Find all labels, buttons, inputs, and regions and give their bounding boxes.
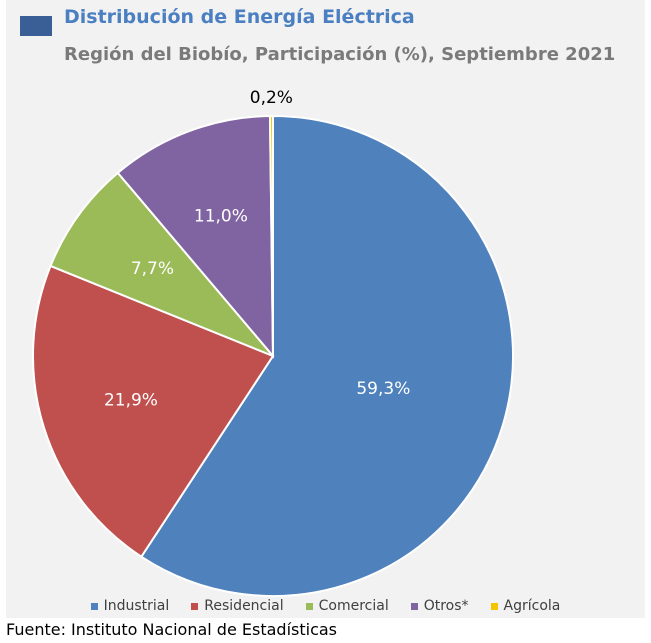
legend-item-industrial: Industrial xyxy=(90,598,170,614)
pie-slice-comercial xyxy=(49,171,274,357)
pie-slice-agrcola xyxy=(268,114,274,357)
pie-slice-industrial xyxy=(139,114,514,597)
data-label-comercial: 7,7% xyxy=(131,259,174,279)
title-marker xyxy=(20,16,52,36)
data-label-industrial: 59,3% xyxy=(356,379,410,399)
chart-subtitle: Región del Biobío, Participación (%), Se… xyxy=(64,44,616,65)
pie-slice-otros xyxy=(116,115,275,359)
data-label-residencial: 21,9% xyxy=(104,390,158,410)
legend-swatch xyxy=(490,602,498,610)
legend-item-otros: Otros* xyxy=(410,598,469,614)
legend-swatch xyxy=(90,602,98,610)
data-label-otros: 11,0% xyxy=(194,207,248,227)
legend-item-agrcola: Agrícola xyxy=(490,598,561,614)
legend-label: Comercial xyxy=(318,598,389,614)
legend-item-comercial: Comercial xyxy=(305,598,389,614)
chart-legend: Industrial Residencial Comercial Otros* Agrí… xyxy=(0,598,651,614)
legend-label: Industrial xyxy=(103,598,170,614)
legend-swatch xyxy=(410,602,418,610)
legend-item-residencial: Residencial xyxy=(191,598,284,614)
chart-title: Distribución de Energía Eléctrica xyxy=(64,6,415,28)
pie-slice-residencial xyxy=(32,264,275,559)
pie-chart: 59,3% 21,9% 7,7% 11,0% 0,2% xyxy=(32,88,514,597)
data-label-agrcola: 0,2% xyxy=(250,88,293,108)
legend-swatch xyxy=(305,602,313,610)
legend-label: Residencial xyxy=(204,598,284,614)
legend-label: Agrícola xyxy=(503,598,561,614)
legend-swatch xyxy=(191,602,199,610)
legend-label: Otros* xyxy=(423,598,469,614)
source-note: Fuente: Instituto Nacional de Estadístic… xyxy=(6,620,338,639)
